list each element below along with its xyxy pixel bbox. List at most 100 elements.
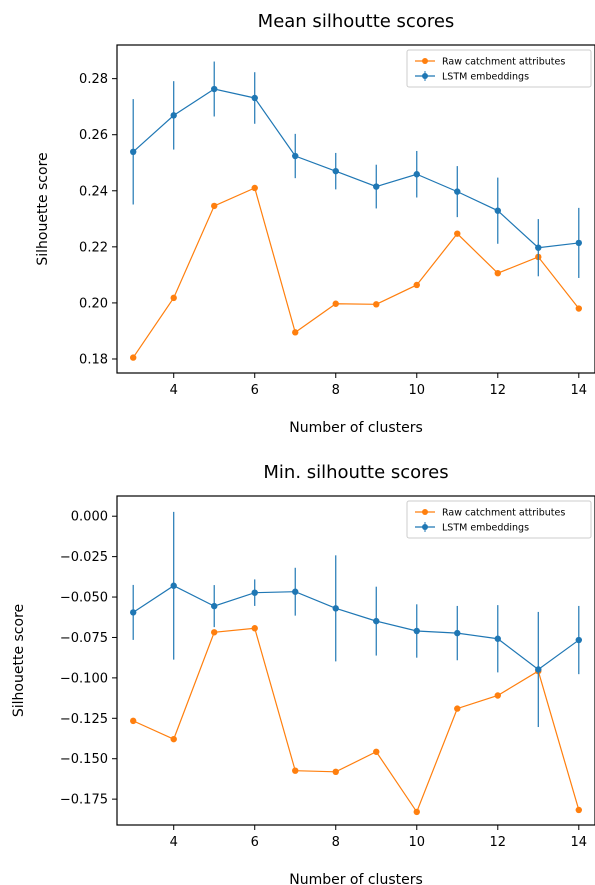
data-point (575, 806, 582, 814)
y-tick-label: 0.22 (79, 240, 108, 255)
data-point (292, 767, 299, 774)
y-tick-label: 0.26 (79, 128, 108, 143)
data-point (130, 354, 137, 361)
y-tick-label: −0.100 (60, 671, 108, 686)
series-line (132, 88, 579, 249)
chart-title: Mean silhoutte scores (258, 11, 455, 32)
legend-entry-2: LSTM embeddings (415, 71, 529, 83)
data-point (170, 735, 177, 743)
data-point (575, 636, 582, 644)
data-point (130, 609, 137, 616)
x-tick-label: 14 (571, 383, 588, 398)
plot-frame (116, 495, 595, 826)
chart-panel-2: Min. silhoutte scores 4 6 8 10 12 14 0.000 −0.02… (11, 462, 595, 885)
data-point (211, 85, 218, 93)
x-tick-label: 10 (408, 835, 425, 850)
data-point (332, 300, 339, 307)
legend-label: LSTM embeddings (442, 72, 529, 83)
legend-marker (422, 524, 428, 530)
data-point (575, 305, 582, 312)
y-tick-label: 0.28 (79, 72, 108, 87)
data-point (332, 768, 339, 776)
data-point (373, 748, 380, 755)
data-point (535, 666, 542, 673)
data-point (494, 692, 501, 699)
data-point (292, 329, 299, 336)
x-tick-label: 8 (332, 835, 340, 850)
y-tick-label: −0.075 (60, 631, 108, 646)
legend: Raw catchment attributes LSTM embeddings (406, 500, 592, 539)
y-axis-label: Silhouette score (35, 152, 51, 265)
data-point (251, 184, 258, 192)
data-point (170, 582, 177, 589)
data-point (130, 717, 137, 725)
x-axis-label: Number of clusters (289, 872, 423, 885)
x-tick-label: 12 (490, 835, 507, 850)
legend-entry-2: LSTM embeddings (415, 522, 529, 534)
y-tick-label: −0.150 (60, 752, 108, 767)
x-tick-label: 14 (571, 835, 588, 850)
x-axis-label: Number of clusters (289, 420, 423, 436)
legend-entry-1: Raw catchment attributes (415, 57, 565, 68)
data-point (575, 239, 582, 247)
data-point (292, 152, 299, 160)
data-point (413, 627, 420, 635)
legend-marker (422, 58, 428, 64)
x-tick-label: 6 (251, 383, 259, 398)
y-tick-label: 0.20 (79, 296, 108, 311)
data-point (170, 112, 177, 119)
series-2 (130, 61, 582, 278)
series-line (132, 187, 580, 358)
y-tick-label: −0.025 (60, 550, 108, 565)
data-point (170, 294, 177, 302)
data-point (413, 281, 420, 289)
series-1 (130, 184, 582, 361)
y-tick-label: 0.000 (71, 510, 108, 525)
data-point (413, 171, 420, 178)
chart-panel-1: Mean silhoutte scores 4 6 8 10 12 14 0.18 0.20 0.… (35, 11, 595, 436)
series-1 (130, 625, 582, 816)
data-point (494, 635, 501, 642)
data-point (130, 148, 137, 156)
legend-label: Raw catchment attributes (442, 508, 565, 519)
series-line (132, 585, 580, 671)
legend-box (406, 49, 592, 88)
data-point (373, 301, 380, 308)
data-point (413, 808, 420, 816)
legend-box (406, 500, 592, 539)
y-tick-label: −0.050 (60, 591, 108, 606)
legend: Raw catchment attributes LSTM embeddings (406, 49, 592, 88)
data-point (332, 167, 339, 175)
data-point (454, 188, 461, 195)
y-tick-label: 0.18 (79, 352, 108, 367)
data-point (251, 589, 258, 596)
y-tick-label: −0.125 (60, 712, 108, 727)
data-point (373, 183, 380, 190)
data-point (292, 588, 299, 595)
data-point (454, 705, 461, 712)
data-point (211, 602, 218, 610)
y-tick-label: −0.175 (60, 793, 108, 808)
data-point (494, 269, 501, 277)
legend-label: LSTM embeddings (442, 523, 529, 534)
plot-frame (116, 44, 595, 374)
data-point (211, 629, 218, 636)
x-tick-label: 10 (408, 383, 425, 398)
data-point (251, 94, 258, 102)
x-tick-label: 8 (332, 383, 340, 398)
data-point (251, 625, 258, 632)
series-2 (130, 511, 582, 728)
legend-marker (422, 73, 428, 79)
data-point (332, 605, 339, 612)
x-tick-label: 4 (170, 383, 178, 398)
data-point (535, 244, 542, 251)
x-tick-label: 12 (490, 383, 507, 398)
data-point (454, 629, 461, 637)
data-point (211, 202, 218, 210)
series-line (132, 627, 580, 814)
chart-title: Min. silhoutte scores (263, 462, 448, 483)
y-tick-label: 0.24 (79, 184, 108, 199)
legend-label: Raw catchment attributes (442, 57, 565, 68)
data-point (494, 207, 501, 214)
